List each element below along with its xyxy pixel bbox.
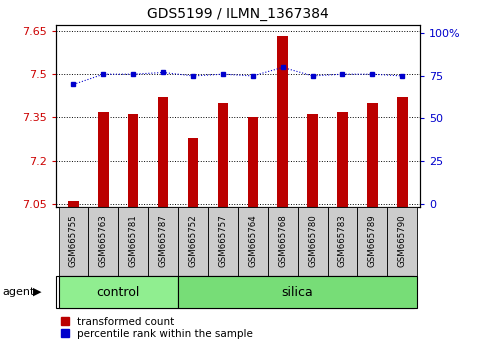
Text: GSM665764: GSM665764 xyxy=(248,214,257,267)
Title: GDS5199 / ILMN_1367384: GDS5199 / ILMN_1367384 xyxy=(147,7,329,21)
Bar xyxy=(68,201,79,207)
Bar xyxy=(178,207,208,276)
Bar xyxy=(58,207,88,276)
Text: GSM665789: GSM665789 xyxy=(368,214,377,267)
Bar xyxy=(327,207,357,276)
Text: agent: agent xyxy=(2,287,35,297)
Text: GSM665763: GSM665763 xyxy=(99,214,108,267)
Text: ▶: ▶ xyxy=(33,287,42,297)
Bar xyxy=(158,97,169,207)
Bar xyxy=(298,207,327,276)
Text: GSM665757: GSM665757 xyxy=(218,214,227,267)
Bar xyxy=(58,276,178,308)
Bar xyxy=(188,138,199,207)
Bar xyxy=(387,207,417,276)
Text: GSM665780: GSM665780 xyxy=(308,214,317,267)
Text: silica: silica xyxy=(282,286,313,298)
Bar xyxy=(88,207,118,276)
Bar xyxy=(367,103,378,207)
Bar xyxy=(248,118,258,207)
Bar xyxy=(178,276,417,308)
Text: GSM665781: GSM665781 xyxy=(129,214,138,267)
Bar xyxy=(337,112,348,207)
Text: GSM665790: GSM665790 xyxy=(398,214,407,267)
Bar xyxy=(148,207,178,276)
Legend: transformed count, percentile rank within the sample: transformed count, percentile rank withi… xyxy=(61,317,253,339)
Text: GSM665755: GSM665755 xyxy=(69,214,78,267)
Text: control: control xyxy=(97,286,140,298)
Text: GSM665752: GSM665752 xyxy=(188,214,198,267)
Bar xyxy=(98,112,109,207)
Bar xyxy=(208,207,238,276)
Bar xyxy=(128,114,139,207)
Bar xyxy=(307,114,318,207)
Bar xyxy=(238,207,268,276)
Bar xyxy=(357,207,387,276)
Text: GSM665768: GSM665768 xyxy=(278,214,287,267)
Bar xyxy=(268,207,298,276)
Bar xyxy=(397,97,408,207)
Text: GSM665783: GSM665783 xyxy=(338,214,347,267)
Bar xyxy=(277,36,288,207)
Bar xyxy=(218,103,228,207)
Text: GSM665787: GSM665787 xyxy=(158,214,168,267)
Bar xyxy=(118,207,148,276)
